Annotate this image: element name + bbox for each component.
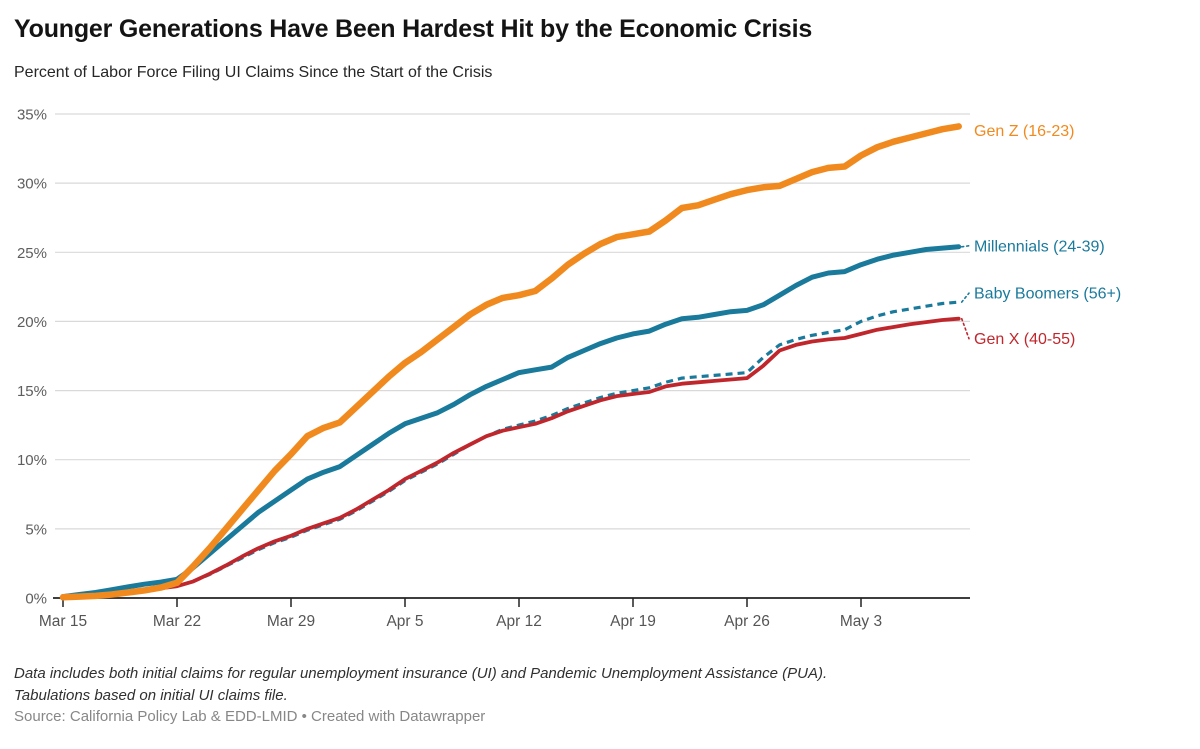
- chart-subtitle: Percent of Labor Force Filing UI Claims …: [14, 64, 493, 81]
- y-axis-tick-label: 15%: [17, 383, 47, 400]
- series-label-gen-z: Gen Z (16-23): [974, 123, 1074, 140]
- y-axis-tick-label: 30%: [17, 176, 47, 193]
- x-axis-tick-label: Mar 29: [267, 613, 315, 630]
- y-axis-tick-label: 10%: [17, 452, 47, 469]
- footnote-line-1: Data includes both initial claims for re…: [14, 665, 828, 682]
- y-axis-tick-label: 5%: [25, 521, 47, 538]
- y-axis-tick-label: 35%: [17, 107, 47, 124]
- series-label-baby-boomers: Baby Boomers (56+): [974, 286, 1121, 303]
- series-label-millennials: Millennials (24-39): [974, 238, 1105, 255]
- series-label-gen-x: Gen X (40-55): [974, 331, 1075, 348]
- footnote-line-2: Tabulations based on initial UI claims f…: [14, 687, 288, 704]
- y-axis-tick-label: 0%: [25, 591, 47, 608]
- series-line-gen-x: [61, 316, 961, 600]
- y-axis-tick-label: 20%: [17, 314, 47, 331]
- label-leader-millennials: [960, 245, 970, 248]
- x-axis-tick-label: Apr 19: [610, 613, 656, 630]
- label-leader-baby-boomers: [960, 292, 970, 303]
- x-axis-tick-label: Apr 5: [386, 613, 423, 630]
- series-line-gen-z: [59, 123, 962, 601]
- x-axis-tick-label: Apr 26: [724, 613, 770, 630]
- line-chart-plot: 0% 5% 10% 15% 20% 25% 30% 35% Mar 15 Mar 22 Mar 29…: [17, 107, 1121, 631]
- label-leader-gen-x: [960, 317, 970, 340]
- chart-source-line: Source: California Policy Lab & EDD-LMID…: [14, 708, 486, 725]
- y-axis-tick-label: 25%: [17, 245, 47, 262]
- series-line-baby-boomers: [62, 300, 959, 599]
- x-axis-tick-label: Mar 15: [39, 613, 87, 630]
- x-axis-tick-label: Mar 22: [153, 613, 201, 630]
- chart-footnote: Data includes both initial claims for re…: [14, 663, 827, 707]
- chart-title: Younger Generations Have Been Hardest Hi…: [14, 15, 813, 43]
- series-line-millennials: [60, 244, 962, 600]
- x-axis-tick-label: May 3: [840, 613, 882, 630]
- x-axis-tick-label: Apr 12: [496, 613, 542, 630]
